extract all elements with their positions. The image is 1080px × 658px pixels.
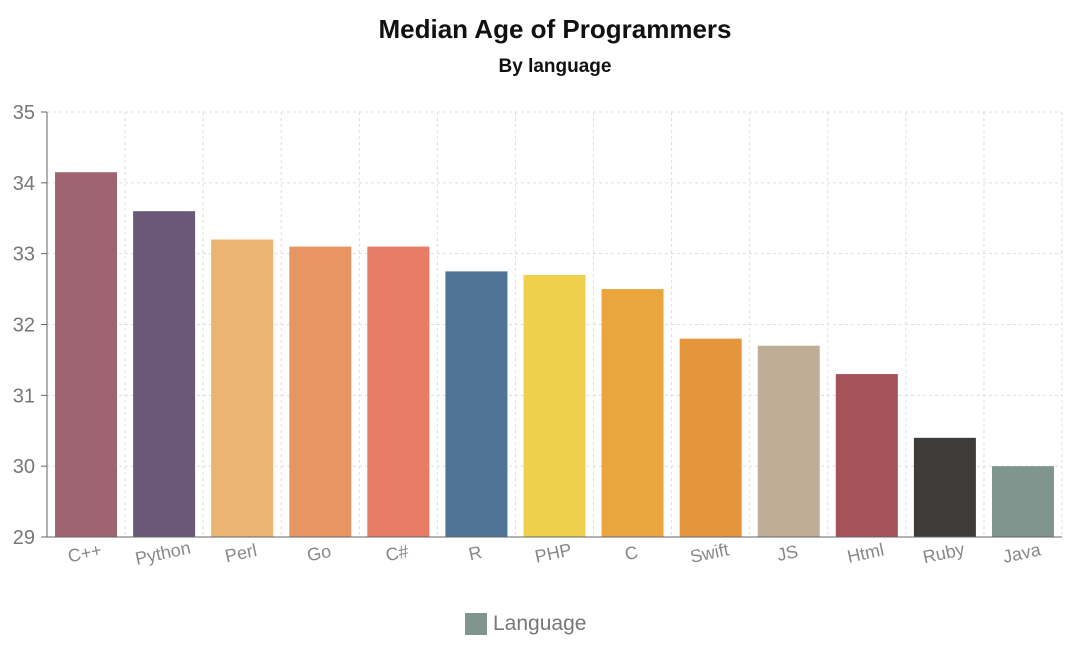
bar-python (133, 211, 196, 537)
x-tick-label: Java (1001, 539, 1043, 567)
legend[interactable]: Language (465, 612, 586, 636)
bar-html (835, 374, 898, 537)
x-tick-label: Python (133, 538, 192, 569)
bar-c (601, 289, 664, 537)
x-tick-label: C# (384, 541, 411, 565)
x-tick-label: Ruby (921, 539, 966, 567)
chart-subtitle: By language (498, 56, 612, 77)
x-tick-label: Perl (223, 540, 258, 566)
bar-swift (679, 338, 742, 537)
x-tick-label: Html (845, 540, 885, 567)
y-tick-label: 35 (13, 102, 35, 124)
y-tick-label: 30 (13, 456, 35, 478)
x-tick-label: JS (775, 541, 800, 565)
bar-php (523, 274, 586, 537)
bar-c++ (55, 172, 118, 538)
legend-swatch (465, 613, 487, 635)
bar-go (289, 246, 352, 538)
x-tick-label: R (467, 542, 484, 564)
bar-perl (211, 239, 274, 537)
bar-java (991, 466, 1054, 537)
y-tick-label: 32 (13, 315, 35, 337)
legend-label: Language (493, 612, 587, 635)
x-tick-label: PHP (533, 540, 573, 567)
bar-c# (367, 246, 430, 538)
y-tick-label: 29 (13, 527, 35, 549)
bar-js (757, 345, 820, 537)
x-tick-label: C (623, 542, 640, 564)
chart-title: Median Age of Programmers (378, 14, 732, 44)
y-tick-label: 34 (13, 173, 35, 195)
y-tick-label: 33 (13, 244, 35, 266)
x-tick-label: C++ (66, 540, 103, 567)
x-tick-label: Go (305, 541, 333, 566)
bar-ruby (913, 437, 976, 537)
x-tick-label: Swift (688, 539, 730, 567)
y-tick-label: 31 (13, 385, 35, 407)
bar-r (445, 271, 508, 537)
